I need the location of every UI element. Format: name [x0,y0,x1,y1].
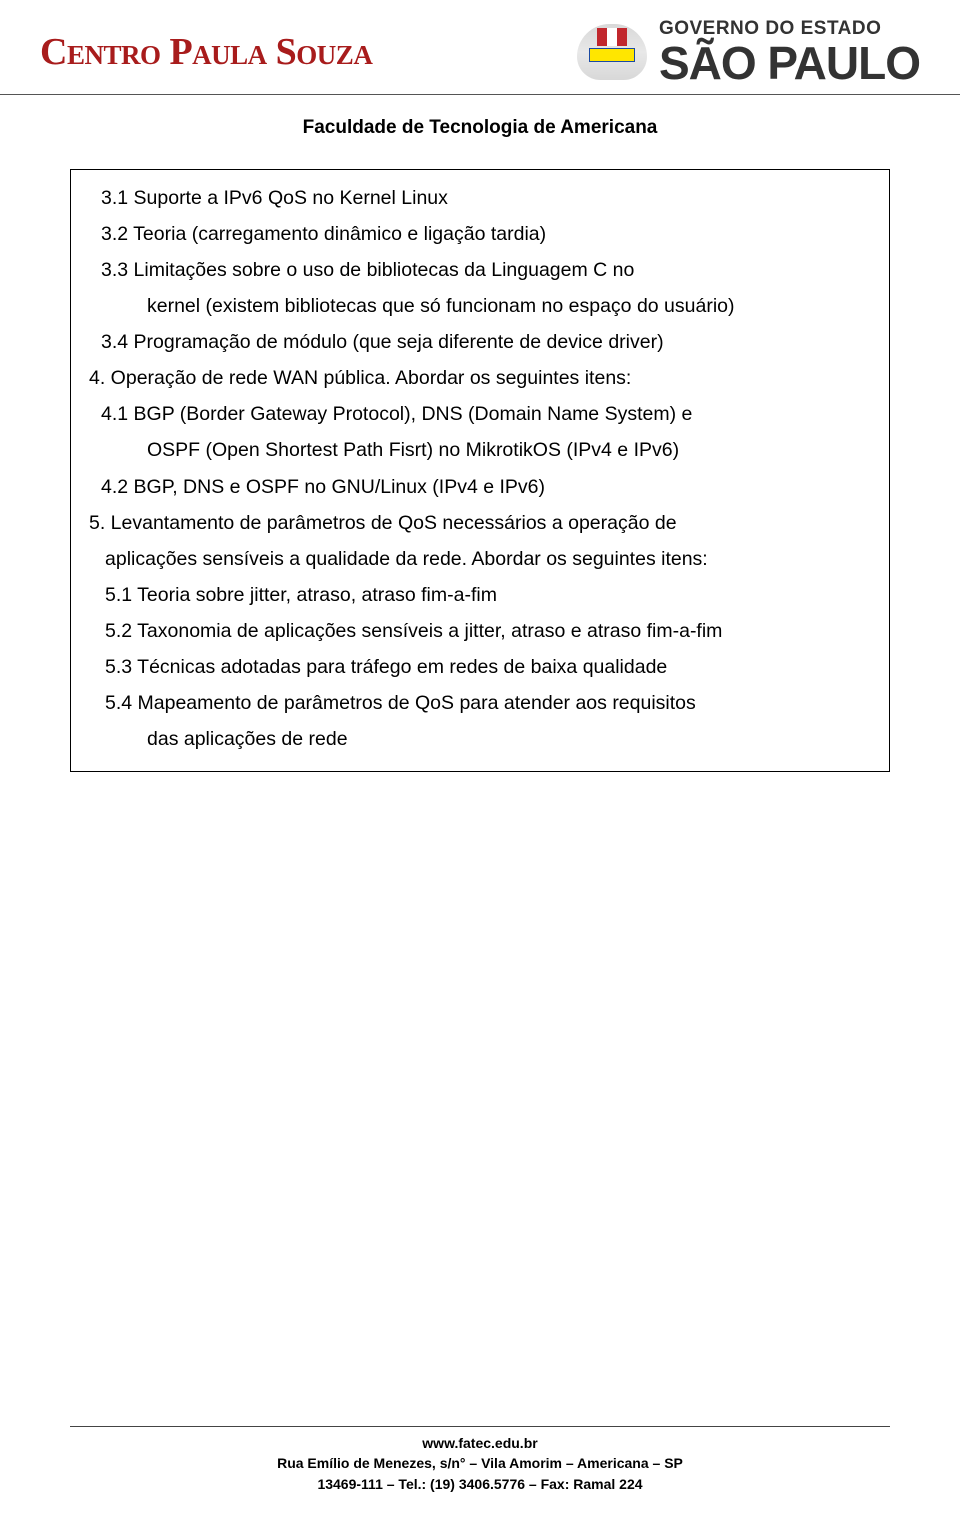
centro-paula-souza-logo-text: Centro Paula Souza [40,30,372,74]
footer-address: Rua Emílio de Menezes, s/n° – Vila Amori… [70,1453,890,1473]
content-line: kernel (existem bibliotecas que só funci… [83,288,877,324]
content-line: 3.1 Suporte a IPv6 QoS no Kernel Linux [83,180,877,216]
header-left-logo: Centro Paula Souza [40,30,372,74]
content-line: 3.2 Teoria (carregamento dinâmico e liga… [83,216,877,252]
footer-url: www.fatec.edu.br [70,1433,890,1453]
content-line: 5.3 Técnicas adotadas para tráfego em re… [83,649,877,685]
footer-contact: 13469-111 – Tel.: (19) 3406.5776 – Fax: … [70,1474,890,1494]
content-line: 5.4 Mapeamento de parâmetros de QoS para… [83,685,877,721]
content-line: das aplicações de rede [83,721,877,757]
content-line: 4.1 BGP (Border Gateway Protocol), DNS (… [83,396,877,432]
content-line: 3.3 Limitações sobre o uso de biblioteca… [83,252,877,288]
content-line: OSPF (Open Shortest Path Fisrt) no Mikro… [83,432,877,468]
content-line: 5. Levantamento de parâmetros de QoS nec… [83,505,877,541]
page-header: Centro Paula Souza GOVERNO DO ESTADO SÃO… [0,0,960,95]
content-line: 4.2 BGP, DNS e OSPF no GNU/Linux (IPv4 e… [83,469,877,505]
flag-stripes-icon [597,28,627,46]
flag-band-icon [589,48,635,62]
sao-paulo-flag-icon [577,24,647,80]
content-box: 3.1 Suporte a IPv6 QoS no Kernel Linux 3… [70,169,890,772]
page-subtitle: Faculdade de Tecnologia de Americana [0,117,960,139]
content-line: 5.1 Teoria sobre jitter, atraso, atraso … [83,577,877,613]
gov-text-block: GOVERNO DO ESTADO SÃO PAULO [659,18,920,86]
footer-rule [70,1426,890,1427]
page-footer: www.fatec.edu.br Rua Emílio de Menezes, … [0,1420,960,1514]
header-right-gov: GOVERNO DO ESTADO SÃO PAULO [577,18,920,86]
content-line: aplicações sensíveis a qualidade da rede… [83,541,877,577]
content-line: 3.4 Programação de módulo (que seja dife… [83,324,877,360]
sao-paulo-label: SÃO PAULO [659,40,920,86]
content-line: 4. Operação de rede WAN pública. Abordar… [83,360,877,396]
content-line: 5.2 Taxonomia de aplicações sensíveis a … [83,613,877,649]
